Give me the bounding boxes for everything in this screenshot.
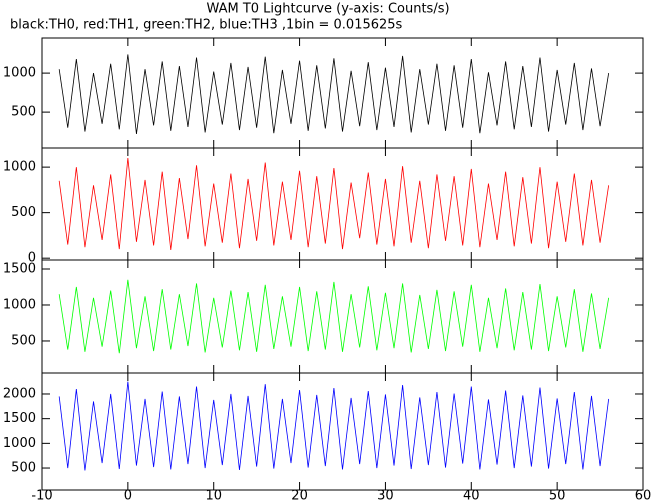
chart-title: WAM T0 Lightcurve (y-axis: Counts/s) [206,2,449,17]
panel-frame [41,372,644,491]
x-tick-label: 50 [549,489,566,504]
x-tick-label: 0 [124,489,132,504]
y-tick-label: 1500 [3,261,36,276]
y-tick-label: 500 [11,461,36,476]
y-tick-label: 0 [28,251,36,266]
x-tick-label: 10 [205,489,222,504]
y-tick-label: 1000 [3,436,36,451]
series-line [58,157,610,251]
chart-subtitle: black:TH0, red:TH1, green:TH2, blue:TH3 … [10,18,403,33]
series-line [58,381,610,471]
y-tick-label: 1000 [3,297,36,312]
y-tick-label: 1000 [3,66,36,81]
series-line [58,54,610,135]
x-tick-label: 40 [463,489,480,504]
y-tick-label: 500 [11,205,36,220]
series-line [58,279,610,354]
x-tick-label: 30 [377,489,394,504]
y-tick-label: 500 [11,333,36,348]
x-tick-label: -10 [31,489,52,504]
x-tick-label: 20 [291,489,308,504]
y-tick-label: 2000 [3,386,36,401]
x-tick-label: 60 [635,489,652,504]
y-tick-label: 1000 [3,160,36,175]
y-tick-label: 1500 [3,411,36,426]
y-tick-label: 500 [11,105,36,120]
panel-frame [41,147,644,261]
